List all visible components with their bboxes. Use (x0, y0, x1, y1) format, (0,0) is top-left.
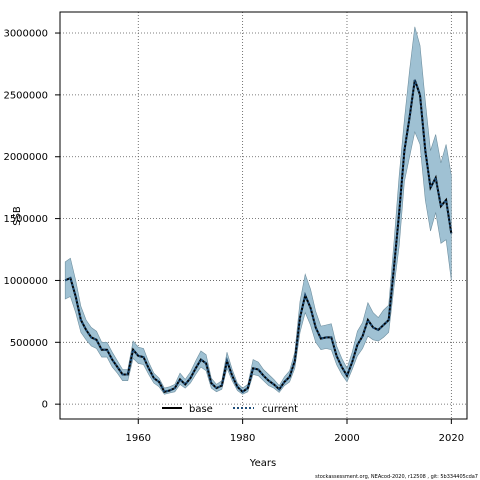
x-axis-ticks: 1960 1980 2000 2020 (126, 419, 464, 444)
x-axis-label: Years (249, 458, 276, 469)
y-axis-ticks: 0 500000 1000000 1500000 2000000 2500000 30000… (3, 29, 60, 411)
x-tick-label: 1980 (230, 433, 255, 444)
y-tick-label: 500000 (10, 338, 48, 349)
y-tick-label: 2000000 (3, 152, 48, 163)
series-base-line (64, 79, 453, 394)
legend-label-current: current (262, 404, 298, 415)
footer-note: stockassessment.org, NEAcod-2020, r12508… (315, 474, 478, 480)
x-tick-label: 2000 (334, 433, 359, 444)
y-tick-label: 2500000 (3, 90, 48, 101)
grid-lines (60, 12, 467, 419)
x-tick-label: 2020 (439, 433, 464, 444)
plot-frame (59, 11, 468, 420)
series-current-line (64, 79, 453, 394)
y-tick-label: 0 (42, 400, 48, 411)
confidence-band (64, 26, 452, 395)
y-tick-label: 3000000 (3, 29, 48, 40)
legend-label-base: base (189, 404, 213, 415)
y-tick-label: 1000000 (3, 276, 48, 287)
y-tick-label: 1500000 (3, 214, 48, 225)
x-tick-label: 1960 (126, 433, 151, 444)
legend: base current (162, 404, 298, 415)
y-axis-label: SSB (12, 206, 23, 226)
